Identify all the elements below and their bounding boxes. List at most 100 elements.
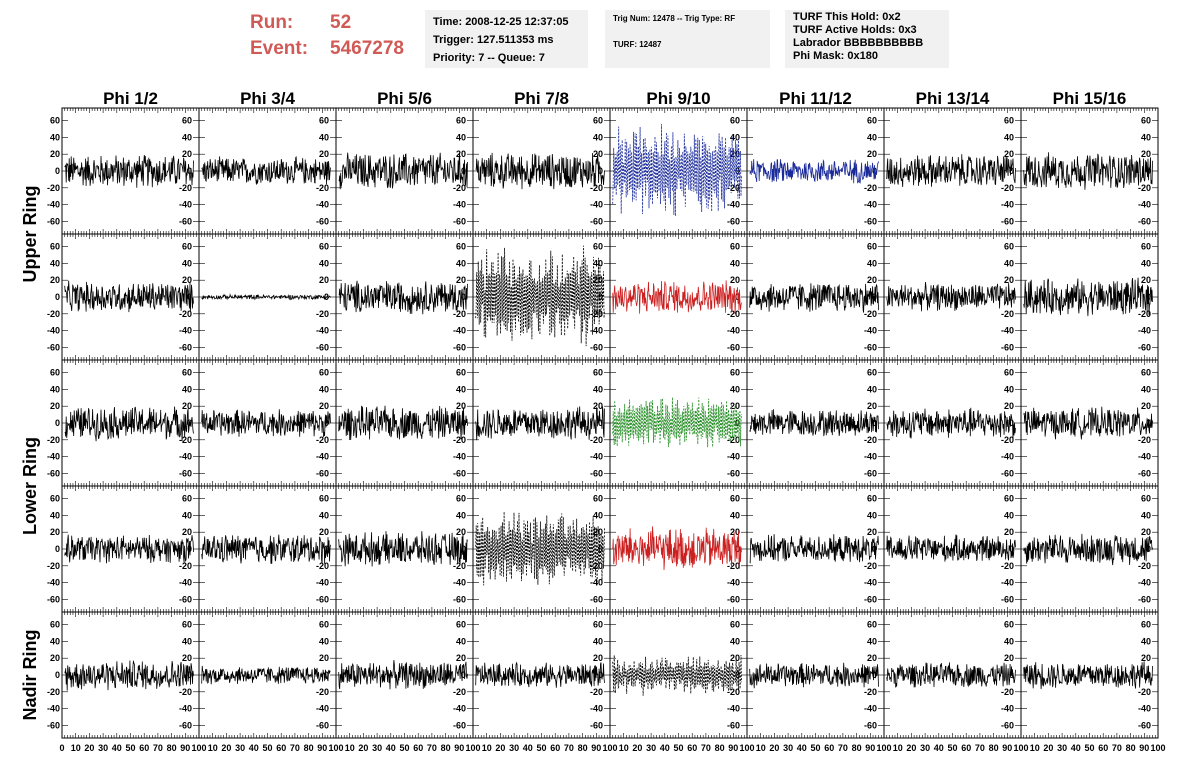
y-tick-label: 40 — [1141, 258, 1151, 268]
y-tick-label: -40 — [1001, 326, 1014, 336]
waveform-trace — [1023, 152, 1153, 190]
y-tick-label: -20 — [316, 309, 329, 319]
waveform-trace — [886, 281, 1016, 312]
y-tick-label: 60 — [50, 620, 60, 630]
y-tick-label: 40 — [1141, 510, 1151, 520]
y-tick-label: -40 — [1138, 200, 1151, 210]
y-tick-label: -20 — [47, 183, 60, 193]
y-tick-label: 40 — [456, 636, 466, 646]
y-tick-label: -40 — [179, 200, 192, 210]
y-tick-label: 20 — [730, 653, 740, 663]
y-tick-label: -60 — [727, 720, 740, 730]
y-tick-label: -60 — [47, 468, 60, 478]
y-tick-label: 20 — [1004, 401, 1014, 411]
y-tick-label: -40 — [453, 200, 466, 210]
y-tick-label: -60 — [1001, 468, 1014, 478]
y-tick-label: -20 — [1001, 309, 1014, 319]
waveform-trace — [612, 526, 742, 571]
y-tick-label: -40 — [47, 200, 60, 210]
y-tick-label: -60 — [1138, 342, 1151, 352]
y-tick-label: -40 — [179, 578, 192, 588]
y-tick-label: 60 — [456, 242, 466, 252]
y-tick-label: 40 — [319, 258, 329, 268]
y-tick-label: -60 — [453, 594, 466, 604]
y-tick-label: -40 — [727, 704, 740, 714]
y-tick-label: -20 — [1001, 687, 1014, 697]
waveform-trace — [612, 654, 742, 696]
y-tick-label: 60 — [593, 242, 603, 252]
y-tick-label: -20 — [864, 183, 877, 193]
y-tick-label: -60 — [590, 342, 603, 352]
y-tick-label: -60 — [179, 216, 192, 226]
y-tick-label: 40 — [1004, 510, 1014, 520]
y-tick-label: 0 — [55, 670, 60, 680]
y-tick-label: -20 — [864, 687, 877, 697]
y-tick-label: 20 — [867, 149, 877, 159]
y-tick-label: -20 — [453, 687, 466, 697]
waveform-trace — [886, 662, 1016, 688]
y-tick-label: 60 — [182, 494, 192, 504]
panel-frame — [609, 611, 748, 739]
y-tick-label: -40 — [864, 326, 877, 336]
y-tick-label: -20 — [727, 309, 740, 319]
y-tick-label: -20 — [316, 561, 329, 571]
y-tick-label: 60 — [1004, 494, 1014, 504]
y-tick-label: 60 — [1004, 116, 1014, 126]
y-tick-label: -60 — [864, 468, 877, 478]
y-tick-label: -40 — [864, 704, 877, 714]
y-tick-label: 60 — [867, 368, 877, 378]
y-tick-label: 20 — [1004, 653, 1014, 663]
y-tick-label: 40 — [456, 258, 466, 268]
y-tick-label: -60 — [864, 720, 877, 730]
y-tick-label: 20 — [50, 149, 60, 159]
y-tick-label: 0 — [461, 670, 466, 680]
y-tick-label: 60 — [50, 116, 60, 126]
y-tick-label: 40 — [50, 636, 60, 646]
y-tick-label: 20 — [867, 527, 877, 537]
y-tick-label: 60 — [867, 494, 877, 504]
waveform-trace — [64, 154, 194, 188]
y-tick-label: -20 — [1138, 309, 1151, 319]
waveform-trace — [201, 409, 331, 438]
y-tick-label: 20 — [319, 527, 329, 537]
y-tick-label: 40 — [319, 384, 329, 394]
y-tick-label: 20 — [50, 401, 60, 411]
y-tick-label: -60 — [864, 594, 877, 604]
y-tick-label: 20 — [319, 401, 329, 411]
y-tick-label: 60 — [730, 116, 740, 126]
column-header: Phi 13/14 — [916, 89, 990, 108]
y-tick-label: -60 — [179, 720, 192, 730]
y-tick-label: -20 — [47, 309, 60, 319]
turf-active-text: TURF Active Holds: 0x3 — [793, 24, 917, 36]
ring-label: Nadir Ring — [20, 629, 40, 720]
y-tick-label: 60 — [319, 368, 329, 378]
y-tick-label: -60 — [727, 216, 740, 226]
waveform-trace — [338, 659, 468, 690]
y-tick-label: -40 — [1001, 452, 1014, 462]
y-tick-label: -60 — [1001, 720, 1014, 730]
y-tick-label: -40 — [1001, 200, 1014, 210]
y-tick-label: -20 — [316, 435, 329, 445]
y-tick-label: 20 — [593, 401, 603, 411]
y-tick-label: 60 — [730, 494, 740, 504]
y-tick-label: 20 — [1004, 527, 1014, 537]
y-tick-label: -40 — [316, 326, 329, 336]
y-tick-label: 40 — [867, 132, 877, 142]
waveform-trace — [64, 280, 194, 313]
y-tick-label: 20 — [730, 527, 740, 537]
y-tick-label: -20 — [590, 183, 603, 193]
waveform-trace — [749, 159, 879, 184]
y-tick-label: 20 — [1141, 275, 1151, 285]
y-tick-label: 60 — [1004, 620, 1014, 630]
y-tick-label: -60 — [453, 468, 466, 478]
y-tick-label: -40 — [47, 704, 60, 714]
y-tick-label: -40 — [864, 452, 877, 462]
waveform-trace — [612, 397, 742, 448]
y-tick-label: 20 — [319, 149, 329, 159]
y-tick-label: -60 — [47, 216, 60, 226]
y-tick-label: -40 — [727, 200, 740, 210]
y-tick-label: 40 — [319, 132, 329, 142]
phi-mask-text: Phi Mask: 0x180 — [793, 50, 878, 62]
y-tick-label: 40 — [182, 384, 192, 394]
